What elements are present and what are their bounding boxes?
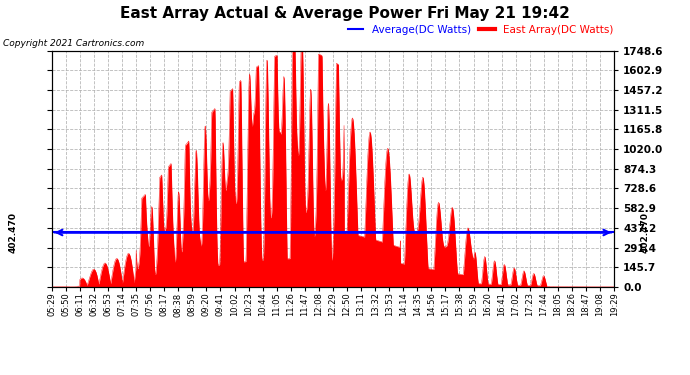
Text: 402.470: 402.470 (9, 212, 18, 253)
Legend: Average(DC Watts), East Array(DC Watts): Average(DC Watts), East Array(DC Watts) (344, 21, 618, 39)
Text: Copyright 2021 Cartronics.com: Copyright 2021 Cartronics.com (3, 39, 145, 48)
Text: 402.470: 402.470 (640, 212, 649, 253)
Text: East Array Actual & Average Power Fri May 21 19:42: East Array Actual & Average Power Fri Ma… (120, 6, 570, 21)
